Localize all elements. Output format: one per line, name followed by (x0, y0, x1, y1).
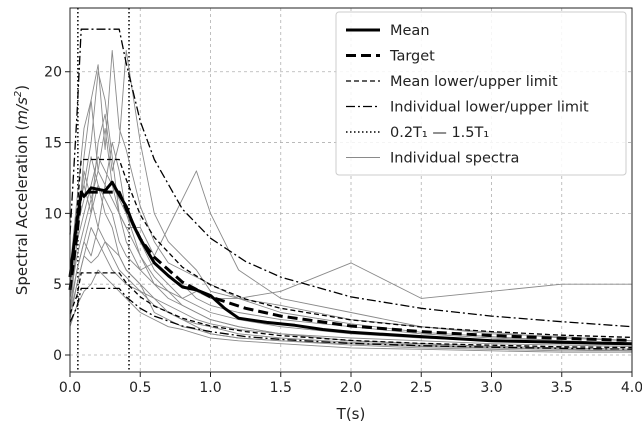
y-tick-label: 0 (53, 348, 62, 364)
x-tick-label: 3.0 (480, 380, 502, 396)
individual-spectra-line (69, 170, 633, 342)
x-tick-label: 1.5 (270, 380, 292, 396)
y-axis-label-unit: m/s (13, 97, 31, 125)
individual-spectra-line (69, 269, 632, 353)
legend: Mean Target Mean lower/upper limit Individu… (335, 11, 627, 176)
x-tick-label: 2.5 (410, 380, 432, 396)
legend-label-mean: Mean (390, 23, 430, 39)
individual-spectra-line (69, 227, 633, 347)
x-axis-label: T(s) (336, 405, 366, 423)
x-tick-label: 3.5 (551, 380, 573, 396)
legend-label-target: Target (389, 49, 435, 65)
limit-curves (69, 28, 633, 350)
x-tick-label: 2.0 (340, 380, 362, 396)
legend-box (335, 11, 627, 176)
individual-spectra-line (69, 227, 632, 352)
mean-and-target (68, 180, 633, 346)
mean-line (68, 180, 633, 346)
individual-spectra-line (69, 99, 633, 350)
y-axis-label-exp: 2 (13, 91, 24, 97)
y-tick-label: 15 (44, 136, 62, 152)
x-tick-label: 0.5 (129, 380, 151, 396)
legend-label-0-2t-1-5t: 0.2T₁ — 1.5T₁ (390, 125, 489, 141)
individual-spectra-line (69, 71, 632, 299)
individual-lower-upper-limit-line (69, 28, 633, 328)
mean-lower-upper-limit-line (69, 158, 633, 339)
individual-lower-upper-limit-line (69, 287, 633, 350)
legend-label-individual-spectra: Individual spectra (390, 151, 519, 167)
x-tick-label: 4.0 (621, 380, 642, 396)
axis-ticks: 0.0 0.5 1.0 1.5 2.0 2.5 3.0 3.5 4.0 0 5 10 15 20 (44, 65, 642, 396)
y-axis-label-close: ) (13, 85, 31, 91)
y-tick-label: 20 (44, 65, 62, 81)
mean-lower-upper-limit-line (69, 272, 633, 349)
y-tick-label: 10 (44, 206, 62, 222)
x-tick-label: 0.0 (59, 380, 81, 396)
x-tick-label: 1.0 (199, 380, 221, 396)
y-axis-label-main: Spectral Acceleration ( (13, 125, 31, 296)
y-tick-label: 5 (53, 277, 62, 293)
y-axis-label: Spectral Acceleration (m/s2) (13, 85, 31, 295)
legend-label-mean-lower-upper-limit: Mean lower/upper limit (390, 74, 558, 90)
legend-label-individual-lower-upper-limit: Individual lower/upper limit (390, 100, 589, 116)
